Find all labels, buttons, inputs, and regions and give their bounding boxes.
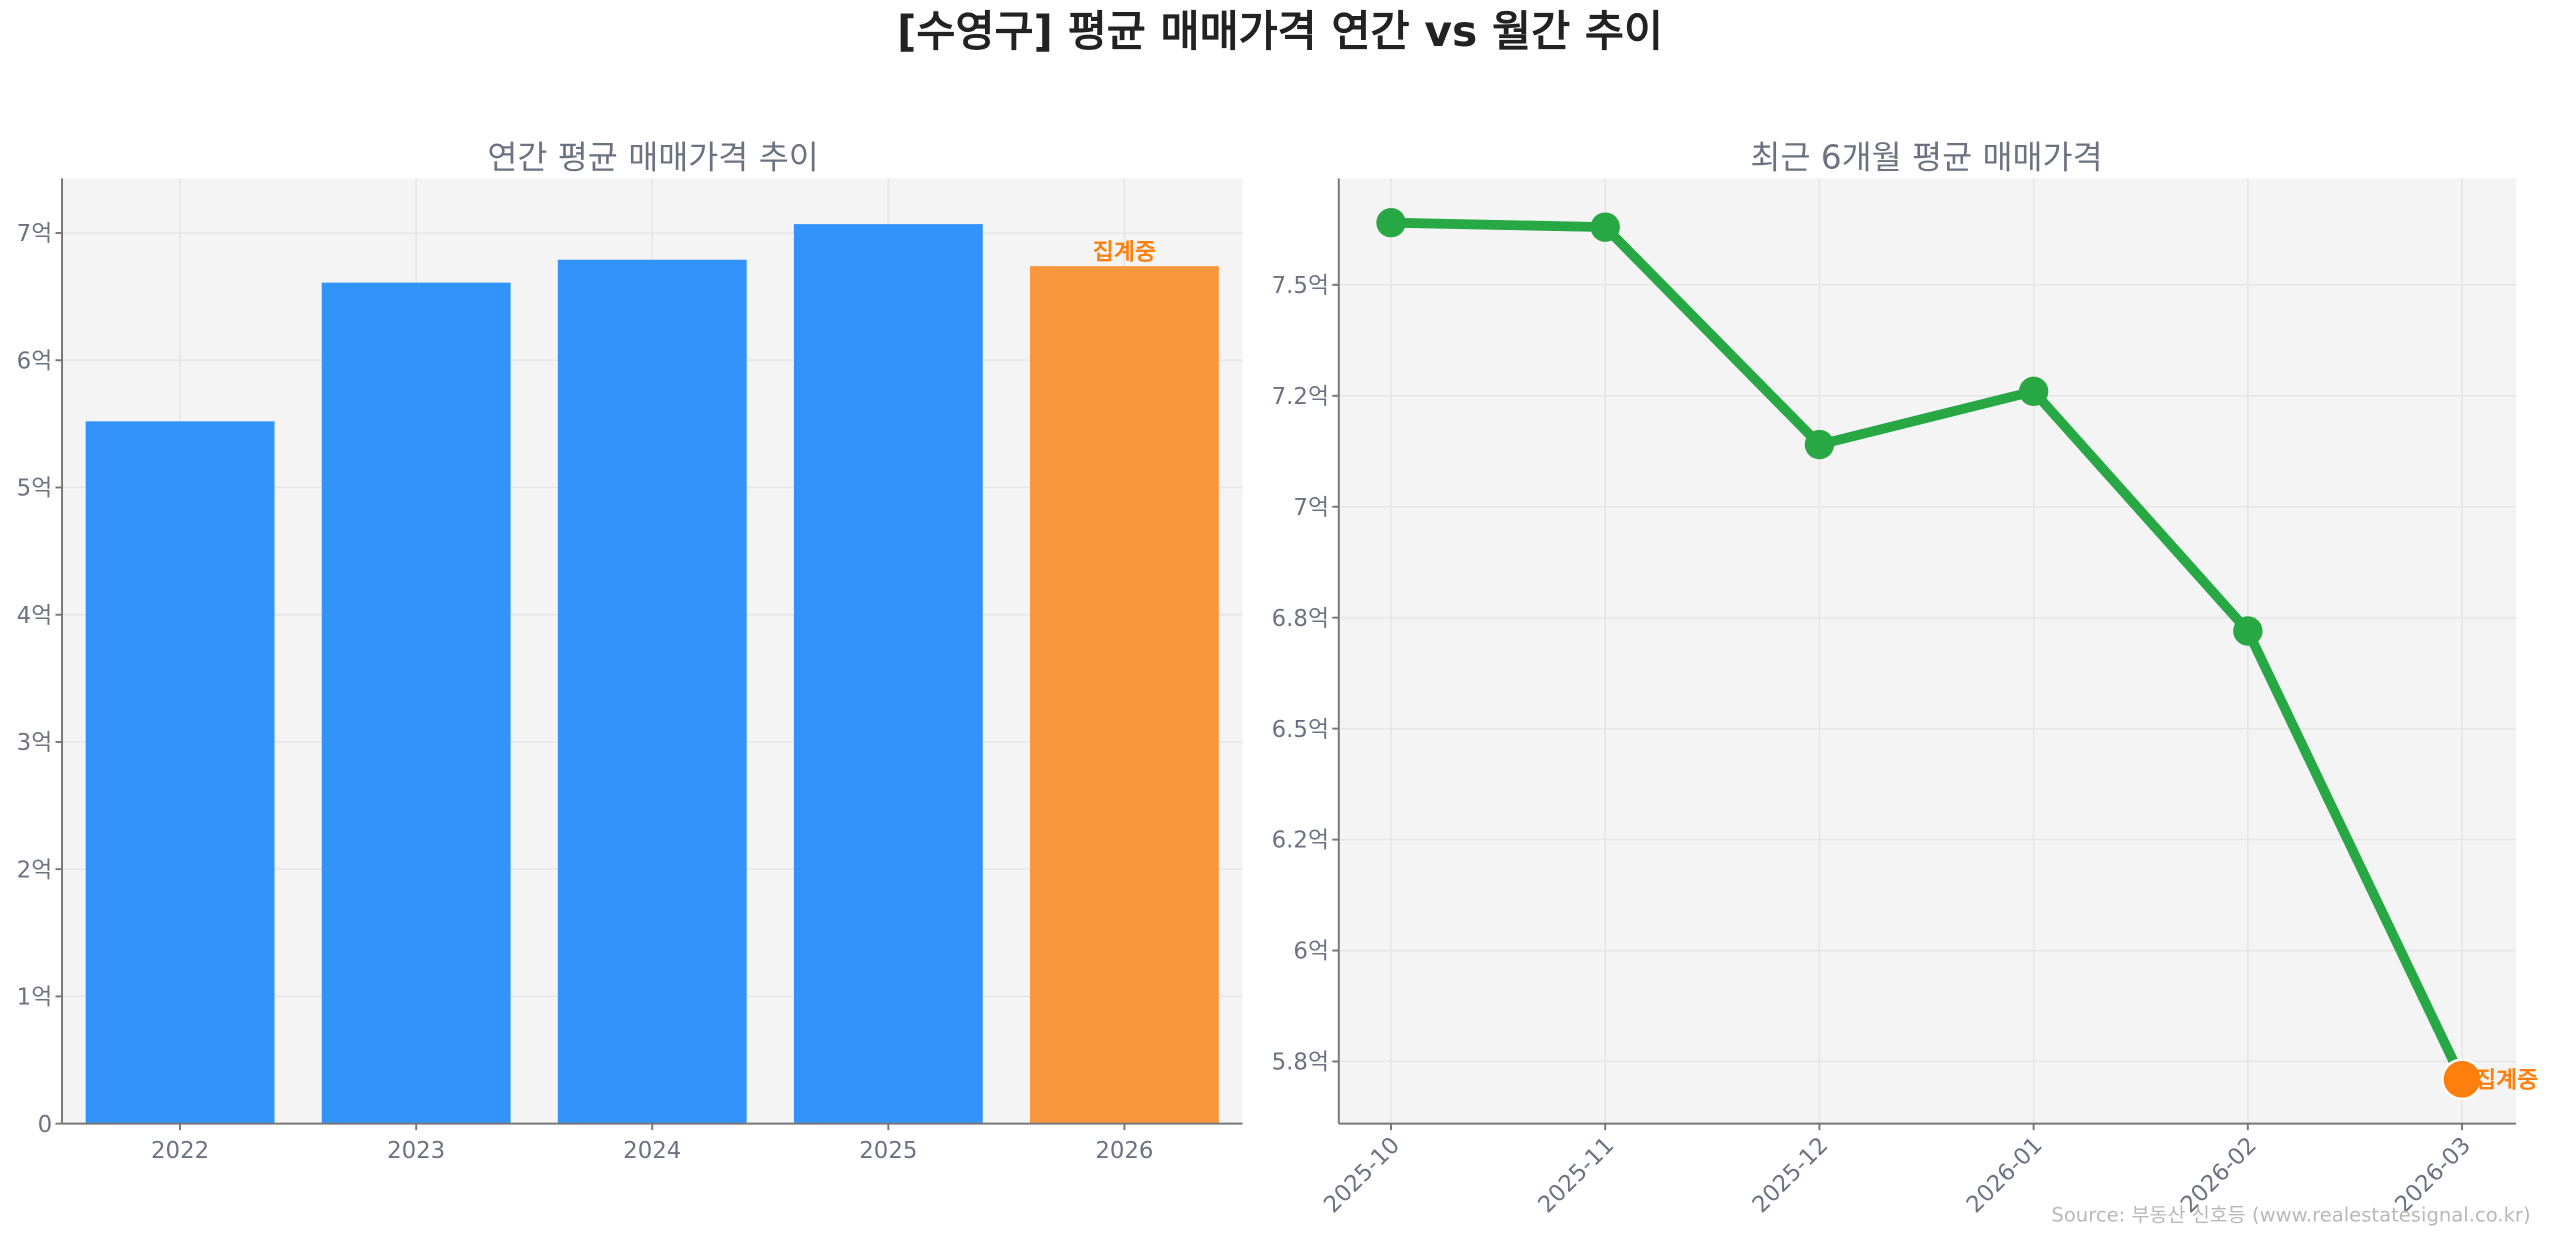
bar-2023	[321, 282, 511, 1124]
x-tick-label: 2022	[151, 1138, 209, 1164]
point-2025-12	[1804, 429, 1835, 460]
x-tick-label: 2025-12	[1748, 1132, 1834, 1218]
x-tick-label: 2025	[859, 1138, 917, 1164]
y-tick-label: 6.2억	[1272, 828, 1329, 854]
y-tick-label: 6억	[17, 348, 53, 374]
y-tick-label: 2억	[17, 857, 53, 883]
x-tick-label: 2023	[387, 1138, 445, 1164]
y-tick-label: 5.8억	[1272, 1050, 1329, 1076]
point-2026-01	[2018, 376, 2049, 407]
partial-label: 집계중	[1093, 240, 1156, 266]
y-tick-label: 1억	[17, 985, 53, 1011]
bar-2025	[793, 224, 983, 1124]
y-tick-label: 7억	[17, 221, 53, 247]
point-2026-02	[2233, 616, 2263, 646]
source-note: Source: 부동산 신호등 (www.realestatesignal.co…	[2051, 1204, 2530, 1227]
y-tick-label: 6.5억	[1272, 717, 1329, 743]
figure-title: [수영구] 평균 매매가격 연간 vs 월간 추이	[897, 8, 1663, 57]
y-tick-label: 5억	[17, 476, 53, 502]
x-tick-label: 2025-11	[1533, 1132, 1619, 1218]
bar-2022	[85, 421, 275, 1124]
bar-2024	[557, 259, 747, 1124]
y-tick-label: 7억	[1293, 495, 1329, 521]
plot-background	[1338, 178, 2516, 1124]
y-tick-label: 7.2억	[1272, 384, 1329, 410]
annual-chart-title: 연간 평균 매매가격 추이	[487, 139, 818, 177]
x-tick-label: 2024	[623, 1138, 681, 1164]
point-2025-11	[1590, 212, 1620, 242]
y-tick-label: 7.5억	[1272, 273, 1329, 299]
y-tick-label: 4억	[17, 603, 53, 629]
monthly-line-chart: 최근 6개월 평균 매매가격 5.8억 6억 6.2억 6.5억 6.8억 7억 7.2억 7…	[1272, 139, 2539, 1219]
bar-2026	[1029, 266, 1219, 1124]
y-tick-label: 3억	[17, 730, 53, 756]
price-line	[1390, 217, 2467, 1082]
annual-bar-chart: 연간 평균 매매가격 추이 0 1억 2억 3억 4억 5억 6억 7억 2022 2023 202…	[17, 139, 1243, 1164]
x-tick-label: 2026	[1095, 1138, 1153, 1164]
y-tick-label: 6.8억	[1272, 606, 1329, 632]
x-tick-label: 2025-10	[1319, 1132, 1405, 1218]
monthly-chart-title: 최근 6개월 평균 매매가격	[1750, 139, 2102, 177]
y-tick-label: 6억	[1293, 939, 1329, 965]
x-tick-label: 2026-01	[1962, 1132, 2048, 1218]
y-tick-label: 0	[38, 1112, 53, 1138]
point-2026-03	[2441, 1058, 2483, 1101]
point-2025-10	[1376, 208, 1406, 238]
partial-label: 집계중	[2475, 1067, 2538, 1093]
